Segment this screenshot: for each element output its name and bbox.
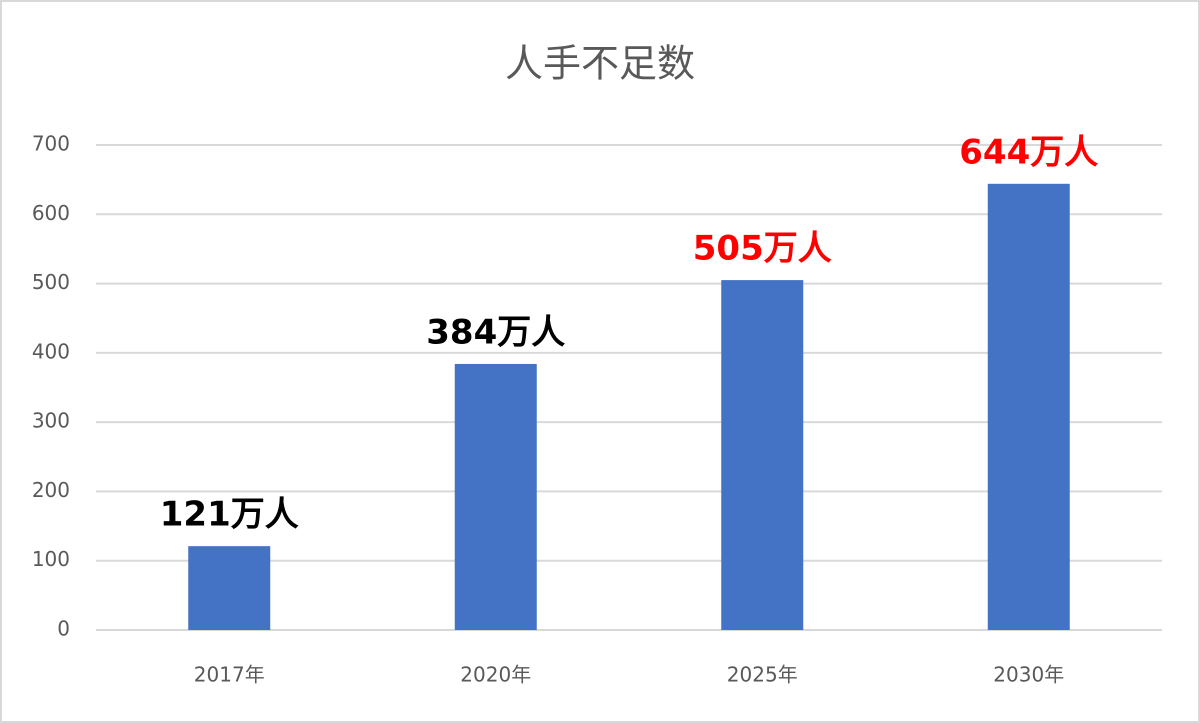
y-tick-label: 600 — [32, 201, 70, 225]
y-tick-label: 100 — [32, 547, 70, 571]
y-tick-label: 0 — [57, 617, 70, 641]
y-tick-label: 200 — [32, 478, 70, 502]
y-tick-label: 500 — [32, 270, 70, 294]
bar — [454, 363, 537, 630]
x-tick-label: 2025年 — [727, 663, 798, 687]
y-tick-label: 300 — [32, 409, 70, 433]
x-tick-label: 2030年 — [993, 663, 1064, 687]
value-label: 121万人 — [160, 495, 299, 535]
x-tick-label: 2020年 — [460, 663, 531, 687]
value-label: 644万人 — [959, 132, 1098, 172]
bar — [987, 183, 1070, 631]
y-tick-label: 700 — [32, 132, 70, 156]
value-label: 384万人 — [426, 312, 565, 352]
chart-title: 人手不足数 — [505, 42, 695, 86]
value-label: 505万人 — [693, 229, 832, 269]
x-tick-label: 2017年 — [194, 663, 265, 687]
bar — [721, 280, 804, 630]
y-tick-label: 400 — [32, 339, 70, 363]
bar — [188, 546, 271, 630]
